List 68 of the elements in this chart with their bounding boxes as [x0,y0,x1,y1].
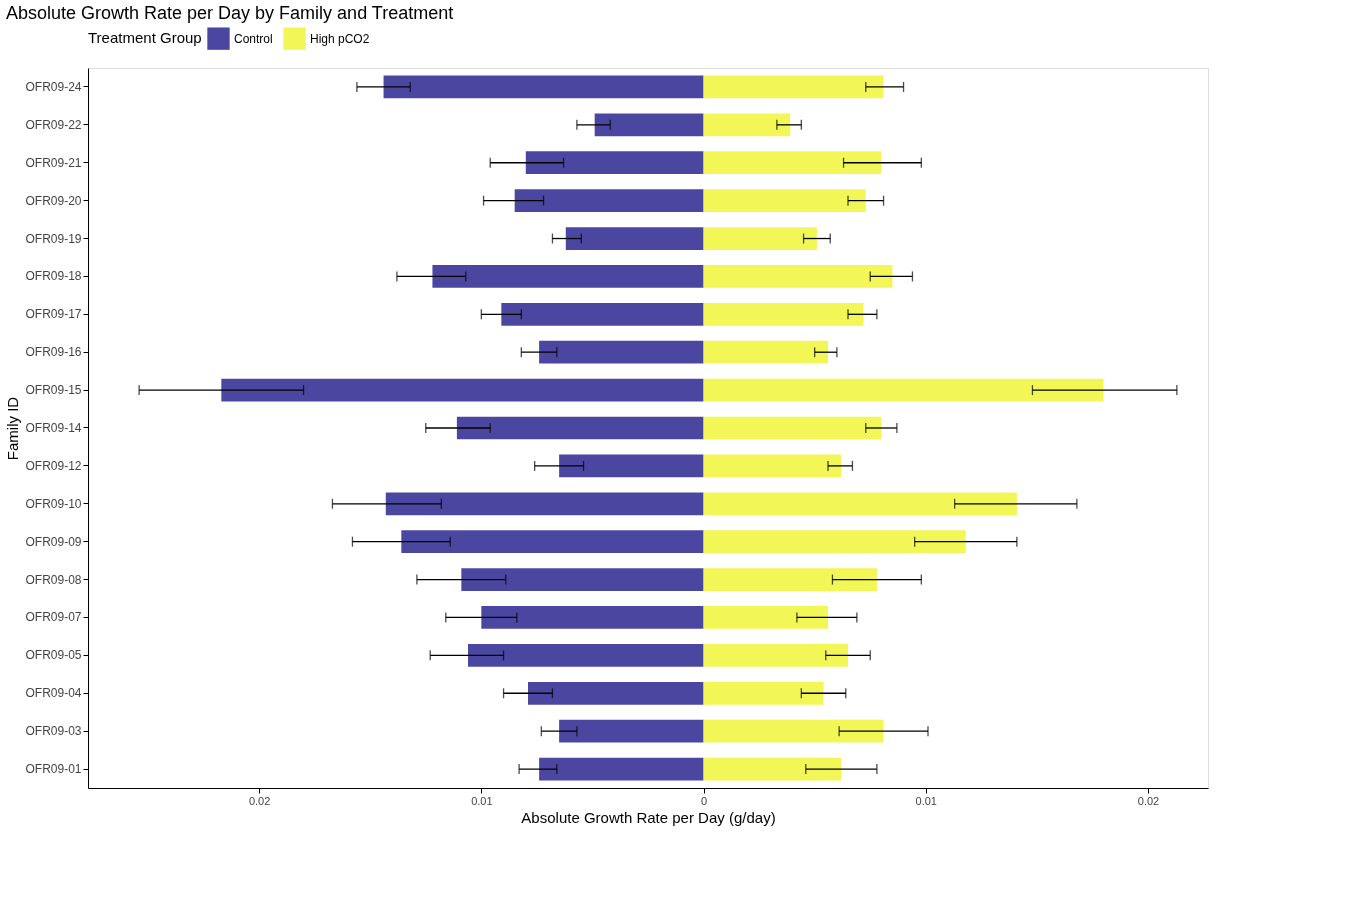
bar [703,644,848,667]
y-tick-label: OFR09-24 [25,79,82,94]
bar [539,757,704,781]
bar [525,151,704,175]
bar [703,75,884,99]
bar [594,113,704,137]
x-tick-label: 0.02 [1137,794,1160,807]
bar [559,454,704,478]
legend-label: High pCO2 [310,31,370,46]
y-tick-label: OFR09-17 [25,307,82,322]
y-tick-label: OFR09-03 [25,724,82,739]
bar [221,378,704,402]
bar [468,644,704,667]
bar [401,530,704,554]
y-tick-label: OFR09-16 [25,345,82,360]
y-tick-label: OFR09-04 [25,686,82,701]
bar [514,189,704,212]
x-axis-title: Absolute Growth Rate per Day (g/day) [521,808,776,826]
bar [703,265,893,288]
y-tick-label: OFR09-10 [25,496,82,511]
x-tick-label: 0.01 [471,794,493,807]
bar [456,416,704,440]
x-tick-label: 0 [700,794,708,807]
bar [461,568,704,591]
bar [703,302,864,326]
y-tick-label: OFR09-01 [25,762,82,777]
bar [703,719,884,743]
y-tick-label: OFR09-20 [25,193,82,208]
y-tick-label: OFR09-15 [25,383,82,398]
y-tick-label: OFR09-12 [25,458,82,473]
bar [703,492,1017,516]
y-axis-title: Family ID [4,396,22,461]
bar [703,340,828,364]
bar [383,75,704,99]
y-tick-label: OFR09-18 [25,269,82,284]
bar [703,681,824,705]
chart-title: Absolute Growth Rate per Day by Family and Treatment [5,3,454,23]
bar [703,378,1104,402]
bar [703,454,842,478]
x-tick-label: 0.02 [248,794,271,807]
bar [385,492,704,516]
bar [703,189,866,212]
x-tick-label: 0.01 [915,794,937,807]
y-tick-label: OFR09-07 [25,610,82,625]
legend-label: Control [234,31,273,46]
bar [703,113,791,137]
bar [703,606,828,629]
bar [528,681,704,705]
bar [559,719,704,743]
bar [703,568,877,591]
bar [565,227,704,250]
bar [501,302,704,326]
y-tick-label: OFR09-21 [25,155,82,170]
bar [703,530,966,554]
y-tick-label: OFR09-09 [25,534,82,549]
y-tick-label: OFR09-08 [25,572,82,587]
bar [432,265,704,288]
bar [539,340,704,364]
bar [703,416,882,440]
y-tick-label: OFR09-19 [25,231,82,246]
bar [481,606,704,629]
legend-title: Treatment Group [88,29,202,46]
y-tick-label: OFR09-14 [25,421,82,435]
bar [703,151,882,175]
bar [703,757,842,781]
bar [703,227,817,250]
y-tick-label: OFR09-05 [25,648,82,663]
y-tick-label: OFR09-22 [25,117,82,132]
